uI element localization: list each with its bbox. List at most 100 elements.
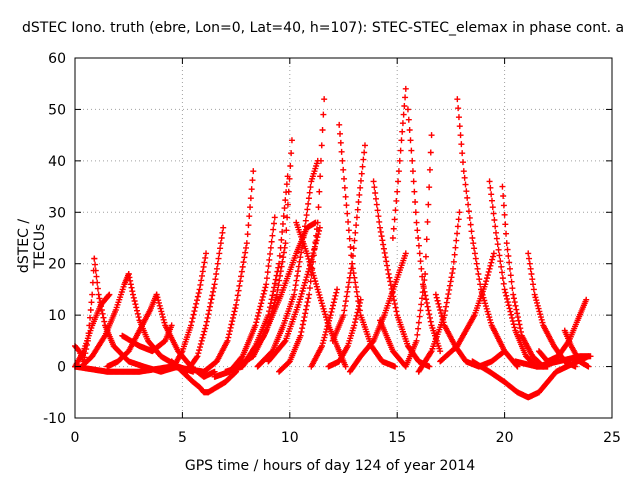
data-point [312, 219, 319, 226]
x-tick-label: 10 [281, 430, 299, 446]
data-point [484, 308, 491, 315]
data-point [157, 305, 164, 312]
data-point [482, 303, 489, 310]
data-point [445, 291, 452, 298]
data-point [507, 272, 514, 279]
data-point [261, 287, 268, 294]
data-point [488, 197, 495, 204]
data-point [88, 299, 95, 306]
data-point [572, 363, 579, 370]
data-point [487, 262, 494, 269]
data-point [307, 261, 314, 268]
data-point [278, 263, 285, 270]
data-point [487, 316, 494, 323]
data-point [501, 211, 508, 218]
data-point [275, 282, 282, 289]
data-point [304, 299, 311, 306]
data-point [352, 279, 359, 286]
data-point [295, 263, 302, 270]
data-point [392, 304, 399, 311]
x-tick-label: 5 [178, 430, 187, 446]
data-point [334, 286, 341, 293]
data-point [423, 299, 430, 306]
data-point [338, 148, 345, 155]
data-point [280, 249, 287, 256]
data-point [319, 343, 326, 349]
data-point [343, 293, 350, 300]
data-point [303, 274, 310, 281]
data-point [410, 178, 417, 185]
data-point [196, 286, 203, 293]
data-point [196, 347, 203, 354]
data-point [392, 363, 399, 370]
data-point [360, 156, 367, 163]
data-point [211, 281, 218, 288]
series-22 [336, 121, 399, 370]
data-point [490, 210, 497, 217]
data-point [313, 237, 320, 244]
data-point [461, 174, 468, 181]
data-point [342, 302, 349, 309]
data-point [349, 260, 356, 267]
data-point [426, 184, 433, 191]
data-point [443, 303, 450, 310]
data-point [416, 250, 423, 257]
data-point [455, 216, 462, 223]
data-point [96, 295, 103, 302]
data-point [320, 337, 327, 344]
data-point [283, 227, 290, 234]
data-point [380, 245, 387, 252]
data-point [342, 363, 349, 370]
data-point [302, 310, 309, 317]
data-point [310, 250, 317, 257]
data-point [159, 311, 166, 318]
data-point [394, 188, 401, 195]
data-point [317, 294, 324, 301]
data-point [530, 281, 537, 288]
data-point [354, 206, 361, 213]
data-point [307, 184, 314, 191]
data-point [437, 348, 444, 355]
data-point [399, 128, 406, 135]
data-point [337, 139, 344, 146]
data-point [465, 201, 472, 208]
data-point [330, 302, 337, 309]
data-point [282, 197, 289, 204]
data-point [101, 318, 108, 325]
data-point [345, 227, 352, 234]
data-point [369, 338, 376, 345]
data-point [280, 254, 287, 261]
chart-title: dSTEC Iono. truth (ebre, Lon=0, Lat=40, … [22, 20, 625, 36]
data-point [301, 282, 308, 289]
series-34 [486, 178, 551, 370]
data-point [256, 306, 263, 313]
data-point [312, 278, 319, 285]
data-point [168, 322, 175, 329]
data-point [457, 132, 464, 139]
data-point [95, 291, 102, 298]
data-point [361, 142, 368, 149]
data-point [318, 297, 325, 304]
data-point [270, 220, 277, 227]
data-point [384, 266, 391, 273]
data-point [281, 338, 288, 345]
data-point [353, 312, 360, 319]
data-point [505, 302, 512, 309]
data-point [483, 305, 490, 312]
data-point [259, 293, 266, 300]
x-tick-label: 20 [496, 430, 514, 446]
data-point [92, 261, 99, 268]
data-point [504, 246, 511, 253]
series-11 [183, 224, 227, 375]
data-point [201, 328, 208, 335]
data-point [413, 337, 420, 344]
data-point [276, 252, 283, 259]
data-point [402, 85, 409, 92]
data-point [299, 325, 306, 332]
data-point [500, 193, 507, 199]
data-point [352, 319, 359, 326]
data-point [353, 214, 360, 221]
data-point [304, 271, 311, 278]
data-point [253, 319, 260, 326]
data-point [260, 333, 267, 340]
